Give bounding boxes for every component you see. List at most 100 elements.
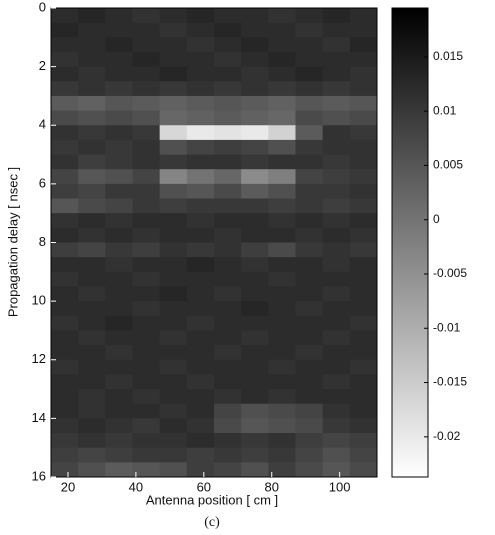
heatmap-cell (322, 359, 351, 375)
heatmap-cell (214, 271, 242, 287)
heatmap-cell (322, 462, 351, 478)
heatmap-cell (349, 51, 378, 68)
heatmap-cell (241, 433, 269, 449)
heatmap-cell (51, 315, 79, 331)
colorbar-tick-label: 0.015 (433, 49, 463, 63)
heatmap-cell (51, 271, 79, 287)
heatmap-cell (105, 8, 133, 24)
heatmap-cell (241, 345, 269, 361)
heatmap-cell (268, 403, 296, 419)
heatmap-cell (268, 37, 296, 53)
heatmap-cell (51, 433, 79, 449)
heatmap-cell (241, 418, 269, 434)
heatmap-cell (268, 315, 296, 331)
heatmap-cell (51, 359, 79, 375)
heatmap-cell (295, 359, 324, 375)
heatmap-cell (322, 301, 351, 317)
heatmap-cell (322, 183, 351, 200)
heatmap-cell (132, 447, 161, 463)
heatmap-cell (105, 169, 133, 185)
heatmap-cell (241, 374, 269, 390)
heatmap-cell (295, 374, 324, 390)
heatmap-cell (51, 286, 79, 302)
heatmap-cell (186, 154, 215, 170)
heatmap-cell (214, 110, 242, 126)
heatmap-cell (132, 95, 161, 112)
x-tick-label: 80 (264, 479, 278, 494)
heatmap-cell (322, 271, 351, 287)
heatmap-cell (159, 418, 188, 434)
heatmap-cell (78, 433, 106, 449)
heatmap-cell (78, 447, 106, 463)
heatmap-cell (132, 286, 161, 302)
heatmap-cell (349, 447, 378, 463)
heatmap-cell (349, 418, 378, 434)
heatmap-cell (159, 242, 188, 258)
heatmap-cell (159, 183, 188, 200)
heatmap-cell (186, 169, 215, 185)
heatmap-cell (268, 154, 296, 170)
heatmap-cell (349, 37, 378, 53)
heatmap-cell (51, 227, 79, 243)
heatmap-cell (214, 66, 242, 82)
heatmap-cell (159, 22, 188, 38)
heatmap-cell (322, 374, 351, 390)
heatmap-cell (51, 81, 79, 97)
heatmap-cell (51, 139, 79, 156)
heatmap-cell (268, 301, 296, 317)
heatmap-cell (322, 242, 351, 258)
heatmap-cell (349, 359, 378, 375)
heatmap-cell (268, 66, 296, 82)
heatmap-cell (51, 37, 79, 53)
heatmap-cell (268, 286, 296, 302)
heatmap-cell (241, 330, 269, 346)
heatmap-cell (132, 139, 161, 156)
heatmap-cell (186, 139, 215, 156)
heatmap-cell (51, 418, 79, 434)
colorbar-tick-label: 0 (433, 212, 440, 226)
heatmap-cell (295, 301, 324, 317)
heatmap-cell (105, 227, 133, 243)
heatmap-cell (349, 213, 378, 229)
heatmap-cell (241, 315, 269, 331)
heatmap-cell (295, 345, 324, 361)
heatmap-cell (295, 447, 324, 463)
heatmap-cell (186, 242, 215, 258)
heatmap-cell (78, 169, 106, 185)
heatmap-cell (51, 447, 79, 463)
heatmap-cell (159, 345, 188, 361)
heatmap-cell (322, 95, 351, 112)
heatmap-cell (132, 271, 161, 287)
caption: (c) (204, 515, 220, 530)
heatmap-cell (322, 389, 351, 405)
heatmap-cell (214, 125, 242, 141)
heatmap-cell (241, 227, 269, 243)
heatmap-cell (132, 37, 161, 53)
heatmap-cell (295, 330, 324, 346)
heatmap-cell (349, 330, 378, 346)
heatmap-cell (349, 374, 378, 390)
heatmap-cell (241, 169, 269, 185)
heatmap-cell (78, 154, 106, 170)
heatmap-cell (159, 169, 188, 185)
x-tick-label: 40 (129, 479, 143, 494)
y-tick-label: 4 (39, 117, 46, 132)
heatmap-cell (214, 374, 242, 390)
heatmap-cell (51, 345, 79, 361)
heatmap-cell (241, 389, 269, 405)
heatmap-cell (105, 374, 133, 390)
heatmap-cell (349, 169, 378, 185)
heatmap-cell (241, 139, 269, 156)
heatmap-cell (268, 257, 296, 273)
heatmap-cell (295, 22, 324, 38)
heatmap-cell (322, 110, 351, 126)
heatmap-cell (51, 257, 79, 273)
heatmap-cell (241, 51, 269, 68)
heatmap-cell (214, 389, 242, 405)
heatmap-cell (214, 462, 242, 478)
heatmap-cell (51, 22, 79, 38)
heatmap-cell (214, 242, 242, 258)
heatmap-cell (214, 433, 242, 449)
heatmap-cell (241, 22, 269, 38)
heatmap-cell (268, 125, 296, 141)
